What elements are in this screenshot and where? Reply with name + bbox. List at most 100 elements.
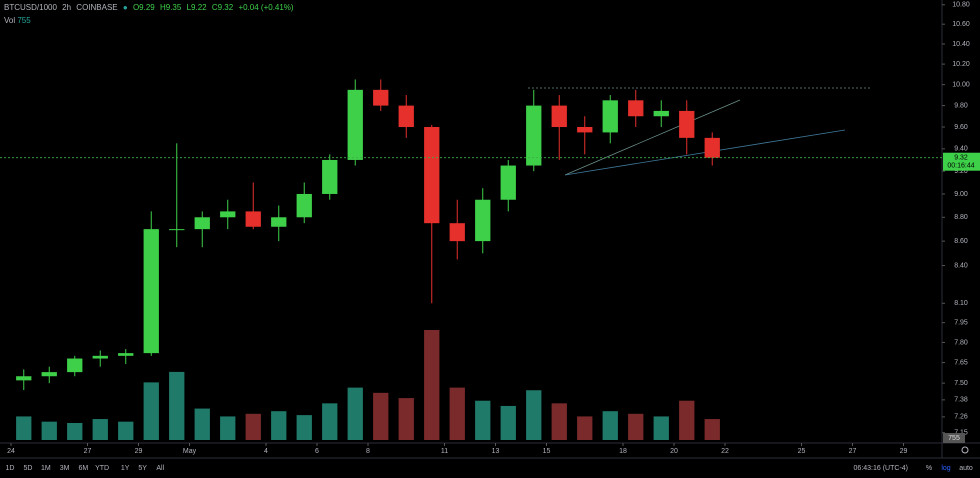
candle-body [347,89,363,160]
volume-bar [16,416,32,440]
y-tick-label: 7.65 [954,359,968,366]
y-tick-label: 9.00 [954,191,968,198]
volume-bar [143,382,159,440]
y-tick-label: 7.26 [954,414,968,421]
legend: BTCUSD/1000 2h COINBASE ● O9.29 H9.35 L9… [4,3,297,12]
candle-body [118,353,134,356]
candle-body [398,105,414,127]
volume-bar [398,398,414,440]
range-button[interactable]: 3M [60,465,70,472]
x-tick-label: 22 [721,448,729,455]
range-button[interactable]: 6M [79,465,89,472]
range-button[interactable]: 5D [23,465,32,472]
change-value: +0.04 (+0.41%) [238,3,294,12]
volume-bar [526,390,542,440]
candle-body [602,100,618,133]
volume-bar [704,419,720,440]
y-tick-label: 8.60 [954,238,968,245]
low-value: L9.22 [186,3,207,12]
y-tick-label: 8.80 [954,214,968,221]
volume-label-box [943,433,965,443]
clock: 06:43:16 (UTC-4) [854,465,908,472]
candle-body [373,89,389,106]
volume-bar [653,416,669,440]
volume-bar [194,408,210,440]
y-tick-label: 8.10 [954,300,968,307]
high-value: H9.35 [159,3,182,12]
x-tick-label: 4 [264,448,268,455]
range-button[interactable]: All [156,465,164,472]
y-tick-label: 10.00 [952,81,970,88]
volume-value: 755 [17,16,31,25]
volume-legend: Vol 755 [4,16,31,25]
y-tick-label: 10.40 [952,41,970,48]
volume-bar [92,419,108,440]
volume-bar [220,416,236,440]
y-tick-label: 10.80 [952,2,970,9]
price-label: 9.32 [954,155,968,162]
range-button[interactable]: 1M [41,465,51,472]
volume-bar [628,413,644,440]
candle-body [67,358,83,373]
candle-body [500,165,516,200]
y-tick-label: 7.50 [954,380,968,387]
volume-axis-label: 755 [948,435,960,442]
x-tick-label: 15 [543,448,551,455]
x-tick-label: 13 [492,448,500,455]
candle-body [551,105,567,127]
candle-body [245,211,261,227]
close-value: C9.32 [211,3,234,12]
scale-button[interactable]: auto [959,465,973,472]
drawing-line [564,99,741,176]
volume-bar [67,422,83,440]
candle-body [475,199,491,242]
x-tick-label: 25 [798,448,806,455]
y-tick-label: 9.80 [954,102,968,109]
x-tick-label: 27 [849,448,857,455]
volume-title: Vol [4,16,16,25]
volume-bar [169,371,185,440]
volume-bar [500,405,516,440]
volume-bar [373,392,389,440]
volume-bar [41,421,57,440]
volume-bar [679,400,695,440]
candle-body [679,110,695,138]
symbol: BTCUSD/1000 [4,3,57,12]
y-tick-label: 8.40 [954,262,968,269]
candle-body [143,229,159,354]
y-tick-label: 10.20 [952,61,970,68]
range-button[interactable]: YTD [95,465,109,472]
volume-bar [347,387,363,440]
candle-body [577,126,593,133]
x-tick-label: 18 [619,448,627,455]
scale-button[interactable]: log [941,465,950,472]
x-tick-label: 8 [366,448,370,455]
volume-bar [271,411,287,440]
price-axis [942,0,980,458]
candle-body [424,126,440,224]
volume-bar [551,403,567,440]
x-tick-label: 20 [670,448,678,455]
x-tick-label: May [183,448,197,455]
settings-icon[interactable] [961,446,969,454]
volume-bar [322,403,338,440]
x-tick-label: 11 [441,448,448,455]
x-tick-label: 27 [84,448,92,455]
volume-bar [449,387,465,440]
candle-body [322,159,338,194]
scale-button[interactable]: % [926,465,932,472]
range-button[interactable]: 1Y [121,465,130,472]
candle-body [16,376,32,381]
open-value: O9.29 [132,3,155,12]
candle-body [41,372,57,377]
countdown: 00:16:44 [947,163,974,170]
status-dot: ● [122,3,128,12]
candle-body [271,217,287,227]
x-tick-label: 29 [135,448,143,455]
candle-body [92,355,108,359]
volume-bar [475,400,491,440]
range-button[interactable]: 5Y [138,465,147,472]
range-button[interactable]: 1D [6,465,15,472]
